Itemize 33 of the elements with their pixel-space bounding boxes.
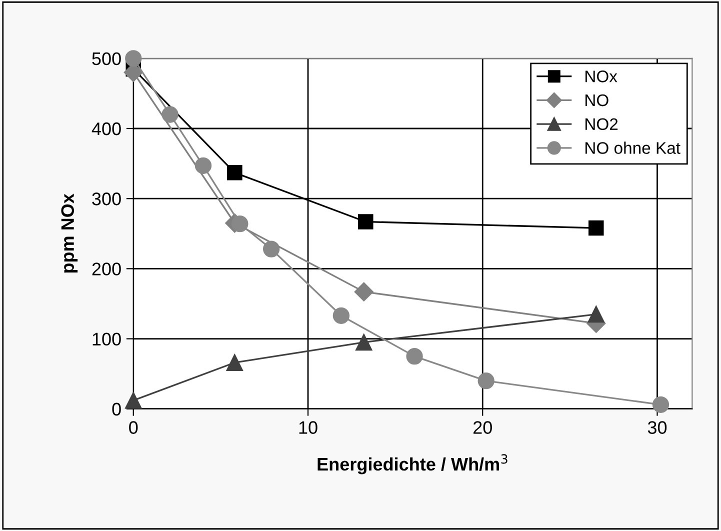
point — [227, 165, 242, 180]
x-tick-label: 20 — [473, 421, 492, 434]
y-tick-label: 400 — [92, 122, 121, 136]
x-tick-label: 0 — [129, 421, 138, 434]
point — [478, 372, 494, 390]
y-tick-label: 0 — [112, 402, 121, 416]
point — [356, 334, 372, 351]
legend-label: NO2 — [586, 118, 618, 130]
point — [263, 240, 280, 258]
y-axis-title: ppm NOx — [61, 194, 78, 273]
point — [588, 306, 604, 323]
legend-label: NOx — [586, 70, 618, 82]
point — [354, 282, 374, 302]
y-tick-label: 100 — [92, 332, 121, 346]
point — [332, 307, 350, 324]
point — [232, 215, 248, 232]
point — [194, 157, 212, 174]
x-axis-title: Energiedichte / Wh/m$^{3}$ — [318, 454, 508, 474]
point — [162, 106, 178, 123]
x-tick-label: 10 — [299, 421, 318, 434]
point — [125, 392, 142, 409]
legend-label: NO ohne Kat — [586, 142, 680, 154]
point — [226, 354, 243, 371]
point — [406, 348, 423, 365]
y-tick-label: 200 — [92, 262, 121, 276]
legend-label: NO — [586, 94, 608, 106]
x-tick-label: 30 — [648, 421, 667, 434]
y-tick-label: 500 — [92, 52, 121, 66]
point — [125, 50, 142, 67]
point — [588, 220, 604, 236]
y-tick-label: 300 — [92, 192, 121, 206]
point — [652, 396, 670, 413]
point — [358, 214, 374, 230]
